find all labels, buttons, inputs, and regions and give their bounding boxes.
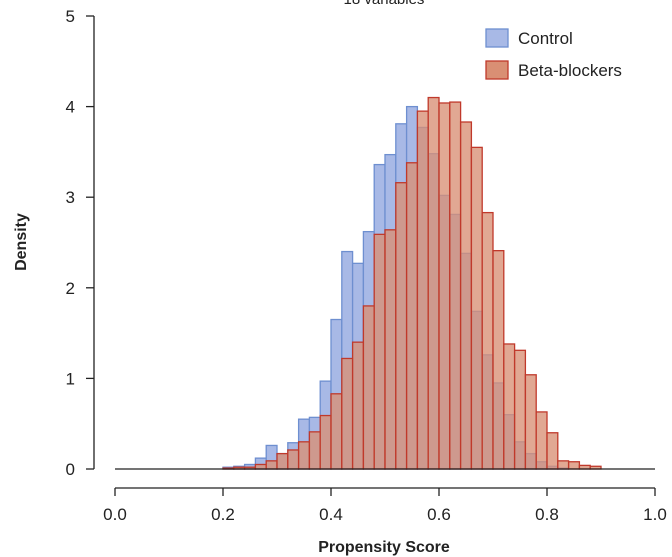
bar-beta-blockers [546,432,559,470]
y-axis-label: Density [13,213,30,271]
bar-beta-blockers [308,431,321,470]
x-tick-label: 1.0 [643,505,667,524]
x-tick-label: 0.0 [103,505,127,524]
bar-beta-blockers [513,349,527,470]
bar-beta-blockers [449,101,462,470]
bar-beta-blockers [351,341,365,470]
x-tick-label: 0.8 [535,505,559,524]
bar-beta-blockers [373,233,386,470]
bar-beta-blockers [557,460,570,470]
bar-beta-blockers [276,452,289,470]
bar-beta-blockers [416,110,429,470]
bar-beta-blockers [330,393,343,470]
axes-layer: 0 1 2 3 4 5 0.0 0.2 0.4 0.6 0.8 1.0 [66,7,667,524]
bar-beta-blockers [319,414,332,470]
bar-beta-blockers [395,182,408,470]
bar-beta-blockers [384,229,397,470]
bar-beta-blockers [265,460,278,470]
legend-swatch-control [485,28,509,48]
bar-beta-blockers [405,162,419,470]
y-tick-label: 1 [66,369,75,388]
y-tick-label: 2 [66,279,75,298]
bars-layer [222,96,602,470]
bar-beta-blockers [481,211,494,470]
bar-beta-blockers [341,357,354,470]
y-tick-label: 5 [66,7,75,26]
chart-title: 18 variables [344,0,425,8]
legend-swatch-beta-blockers [485,60,509,80]
bar-beta-blockers [427,96,440,470]
bar-beta-blockers [535,411,548,470]
x-tick-label: 0.6 [427,505,451,524]
bar-beta-blockers [297,441,311,470]
y-tick-label: 4 [66,98,75,117]
legend: Control Beta-blockers [485,28,622,80]
legend-label-control: Control [518,29,573,48]
x-tick-label: 0.4 [319,505,343,524]
bar-beta-blockers [287,449,300,470]
bar-beta-blockers [492,249,505,470]
x-axis-label: Propensity Score [318,539,450,556]
legend-label-beta-blockers: Beta-blockers [518,61,622,80]
bar-beta-blockers [438,102,451,470]
bar-beta-blockers [503,343,516,470]
bar-beta-blockers [470,146,483,470]
y-tick-label: 0 [66,460,75,479]
bar-beta-blockers [362,305,375,470]
y-tick-label: 3 [66,188,75,207]
x-tick-label: 0.2 [211,505,235,524]
bar-beta-blockers [254,463,267,470]
bar-beta-blockers [567,461,581,470]
bar-beta-blockers [459,121,473,470]
bar-beta-blockers [524,374,537,470]
